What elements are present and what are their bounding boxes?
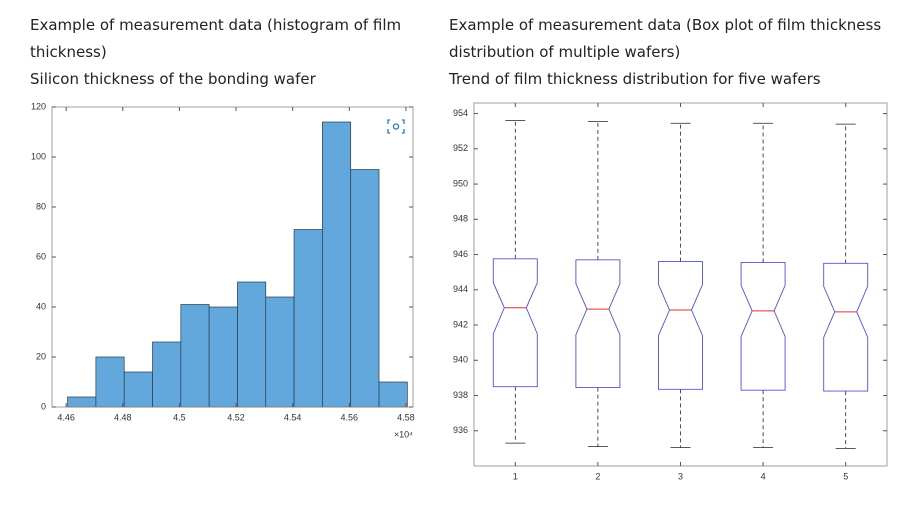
x-tick-label: 4.52 bbox=[227, 412, 245, 422]
x-tick-label: 4.46 bbox=[57, 412, 75, 422]
y-tick-label: 0 bbox=[41, 401, 46, 411]
y-tick-label: 948 bbox=[453, 214, 468, 224]
chart-subtitle: Silicon thickness of the bonding wafer bbox=[30, 70, 316, 88]
box bbox=[492, 258, 538, 388]
y-tick-label: 100 bbox=[31, 151, 46, 161]
x-tick-label: 1 bbox=[513, 471, 518, 481]
chart-title: Example of measurement data (histogram o… bbox=[30, 16, 402, 61]
chart-title: Example of measurement data (Box plot of… bbox=[449, 16, 882, 61]
bar bbox=[265, 296, 295, 408]
axes-icon bbox=[387, 119, 405, 134]
x-tick-label: 4.54 bbox=[284, 412, 302, 422]
x-multiplier: ×10⁴ bbox=[394, 429, 413, 439]
bar bbox=[237, 281, 267, 408]
x-tick-label: 4.5 bbox=[173, 412, 186, 422]
box bbox=[740, 262, 786, 391]
y-tick-label: 946 bbox=[453, 249, 468, 259]
chart-subtitle: Trend of film thickness distribution for… bbox=[449, 70, 821, 88]
bar bbox=[322, 121, 352, 408]
bar bbox=[293, 229, 323, 408]
y-tick-label: 60 bbox=[36, 251, 46, 261]
bar bbox=[350, 169, 380, 408]
y-tick-label: 20 bbox=[36, 351, 46, 361]
x-tick-label: 4.56 bbox=[341, 412, 359, 422]
bar bbox=[378, 381, 408, 408]
bar bbox=[123, 371, 153, 408]
y-tick-label: 936 bbox=[453, 425, 468, 435]
y-tick-label: 940 bbox=[453, 355, 468, 365]
box bbox=[658, 261, 703, 390]
x-tick-label: 4.58 bbox=[397, 412, 415, 422]
bar bbox=[152, 341, 182, 408]
bar bbox=[67, 396, 97, 408]
y-tick-label: 942 bbox=[453, 319, 468, 329]
box bbox=[575, 259, 621, 389]
y-tick-label: 120 bbox=[31, 101, 46, 111]
y-tick-label: 80 bbox=[36, 201, 46, 211]
y-tick-label: 952 bbox=[453, 143, 468, 153]
y-tick-label: 938 bbox=[453, 390, 468, 400]
y-tick-label: 954 bbox=[453, 108, 468, 118]
y-tick-label: 950 bbox=[453, 178, 468, 188]
y-tick-label: 40 bbox=[36, 301, 46, 311]
x-tick-label: 3 bbox=[678, 471, 683, 481]
x-tick-label: 4.48 bbox=[114, 412, 132, 422]
bar bbox=[180, 304, 210, 408]
x-tick-label: 2 bbox=[595, 471, 600, 481]
y-tick-label: 944 bbox=[453, 284, 468, 294]
box bbox=[823, 262, 869, 392]
bar bbox=[95, 356, 125, 408]
bar bbox=[208, 306, 238, 408]
x-tick-label: 5 bbox=[843, 471, 848, 481]
x-tick-label: 4 bbox=[761, 471, 766, 481]
